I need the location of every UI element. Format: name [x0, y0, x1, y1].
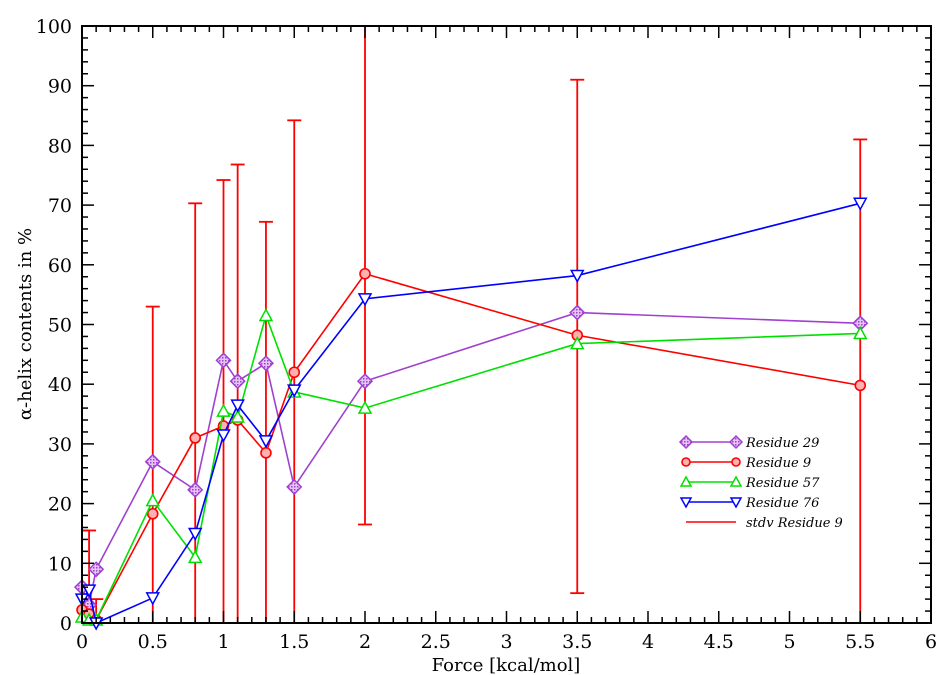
data-point-triangle-up — [357, 400, 373, 414]
y-tick-label: 90 — [48, 76, 72, 98]
legend-label: Residue 9 — [745, 456, 811, 471]
data-point-triangle-up — [258, 307, 274, 322]
y-axis-label-symbol: α — [15, 408, 36, 420]
y-axis-label-text: -helix contents in % — [15, 228, 36, 408]
data-point-triangle-up — [187, 549, 203, 564]
data-point-triangle-down — [357, 293, 373, 307]
data-point-triangle-up — [216, 403, 231, 417]
x-axis-label: Force [kcal/mol] — [432, 655, 581, 675]
data-point-triangle-down — [852, 197, 868, 211]
data-point-triangle-down — [216, 429, 231, 443]
x-tick-label: 6 — [925, 631, 936, 653]
y-tick-label: 10 — [48, 553, 72, 575]
data-point-diamond — [286, 478, 303, 495]
y-tick-label: 40 — [48, 374, 72, 396]
data-point-diamond — [88, 561, 105, 578]
data-point-triangle-down — [286, 384, 302, 398]
data-point-triangle-down — [569, 269, 585, 284]
legend-item: stdv Residue 9 — [686, 516, 843, 531]
data-point-triangle-up — [729, 475, 743, 487]
data-point-triangle-up — [569, 336, 585, 350]
data-point-diamond — [257, 355, 275, 372]
x-tick-label: 5.5 — [845, 631, 875, 653]
data-point-circle — [146, 507, 159, 520]
data-point-triangle-up — [679, 475, 693, 487]
x-tick-label: 2.5 — [421, 631, 451, 653]
data-point-circle — [681, 457, 691, 467]
legend-item: Residue 29 — [678, 434, 819, 451]
y-axis-label: α-helix contents in % — [15, 228, 36, 420]
data-point-diamond — [187, 481, 204, 498]
data-point-diamond — [728, 434, 744, 450]
legend-item: Residue 76 — [679, 496, 819, 511]
data-point-triangle-down — [729, 497, 743, 509]
data-point-triangle-down — [258, 435, 274, 449]
y-tick-label: 50 — [48, 315, 72, 337]
data-point-diamond — [229, 373, 246, 390]
data-point-triangle-up — [230, 409, 245, 423]
x-tick-label: 4 — [642, 631, 654, 653]
data-point-circle — [288, 366, 301, 379]
y-tick-label: 20 — [48, 494, 72, 516]
x-tick-label: 1.5 — [279, 631, 309, 653]
legend-label: Residue 29 — [745, 436, 819, 451]
data-point-circle — [189, 432, 201, 444]
y-tick-label: 100 — [36, 16, 72, 38]
y-tick-label: 70 — [48, 195, 72, 217]
x-tick-label: 4.5 — [704, 631, 734, 653]
error-bar — [216, 179, 231, 623]
x-tick-label: 3.5 — [562, 631, 592, 653]
x-tick-label: 5 — [783, 631, 795, 653]
data-point-circle — [260, 447, 272, 459]
data-point-circle — [359, 267, 371, 280]
error-bar — [258, 220, 273, 623]
data-point-triangle-up — [852, 325, 868, 340]
legend-item: Residue 57 — [679, 475, 820, 491]
data-point-triangle-down — [187, 527, 203, 542]
data-point-diamond — [356, 373, 374, 390]
data-point-diamond — [144, 453, 161, 470]
data-point-circle — [854, 379, 867, 392]
x-tick-label: 0.5 — [138, 631, 168, 653]
data-point-diamond — [569, 304, 586, 321]
error-bar — [230, 163, 245, 623]
data-point-triangle-down — [679, 497, 693, 509]
x-tick-label: 1 — [217, 631, 229, 653]
data-point-diamond — [678, 434, 694, 450]
y-tick-label: 0 — [60, 613, 72, 635]
legend-item: Residue 9 — [681, 456, 811, 471]
tick-layer: 0 0.5 1 1.5 2 2.5 3 3.5 4 4.5 5 5.5 6010203040506070… — [36, 16, 936, 653]
x-tick-label: 0 — [76, 631, 88, 653]
x-tick-label: 2 — [359, 631, 371, 653]
legend: Residue 29 Residue 9 Residue 57 Residue 76 s… — [678, 434, 843, 531]
legend-label: Residue 76 — [745, 496, 819, 511]
legend-label: Residue 57 — [745, 476, 820, 491]
data-point-diamond — [215, 352, 232, 369]
data-point-triangle-up — [145, 493, 161, 507]
data-point-triangle-down — [145, 592, 161, 606]
x-tick-label: 3 — [500, 631, 512, 653]
legend-label: stdv Residue 9 — [746, 516, 843, 531]
y-tick-label: 60 — [48, 255, 72, 277]
data-point-circle — [731, 457, 741, 467]
y-tick-label: 30 — [48, 434, 72, 456]
y-tick-label: 80 — [48, 135, 72, 157]
data-point-triangle-down — [230, 399, 245, 413]
